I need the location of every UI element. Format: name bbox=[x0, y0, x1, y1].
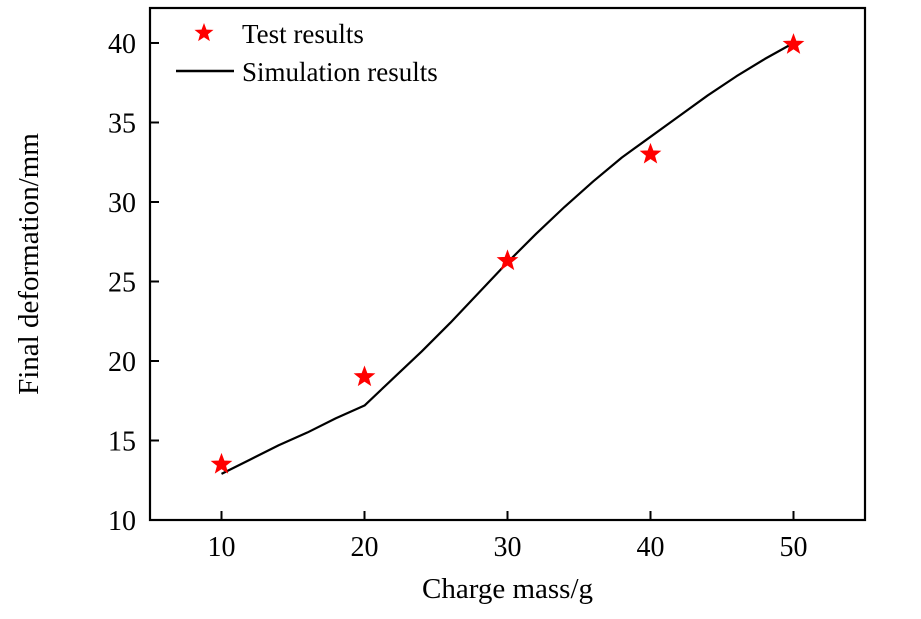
legend-simulation-results-label: Simulation results bbox=[242, 57, 438, 87]
x-tick-label: 40 bbox=[637, 532, 665, 563]
y-tick-label: 20 bbox=[108, 347, 136, 378]
legend: Test results Simulation results bbox=[176, 19, 438, 87]
y-tick-label: 10 bbox=[108, 506, 136, 537]
x-tick-label: 10 bbox=[208, 532, 236, 563]
y-tick-label: 15 bbox=[108, 426, 136, 457]
test-results-points bbox=[210, 33, 805, 474]
test-result-star-marker bbox=[496, 249, 519, 271]
x-axis-ticks: 10 20 30 40 50 bbox=[208, 511, 808, 563]
test-result-star-marker bbox=[353, 365, 376, 387]
y-tick-label: 35 bbox=[108, 108, 136, 139]
x-tick-label: 50 bbox=[780, 532, 808, 563]
legend-star-icon bbox=[194, 23, 214, 42]
y-tick-label: 25 bbox=[108, 267, 136, 298]
x-tick-label: 20 bbox=[351, 532, 379, 563]
test-result-star-marker bbox=[782, 33, 805, 54]
test-result-star-marker bbox=[639, 142, 662, 164]
y-tick-label: 30 bbox=[108, 188, 136, 219]
legend-test-results-label: Test results bbox=[242, 19, 364, 49]
y-axis-ticks: 10 15 20 25 30 35 40 bbox=[108, 29, 159, 537]
x-axis-label: Charge mass/g bbox=[422, 573, 593, 605]
x-tick-label: 30 bbox=[494, 532, 522, 563]
y-tick-label: 40 bbox=[108, 29, 136, 60]
test-result-star-marker bbox=[210, 452, 233, 474]
y-axis-label: Final deformation/mm bbox=[13, 133, 45, 395]
